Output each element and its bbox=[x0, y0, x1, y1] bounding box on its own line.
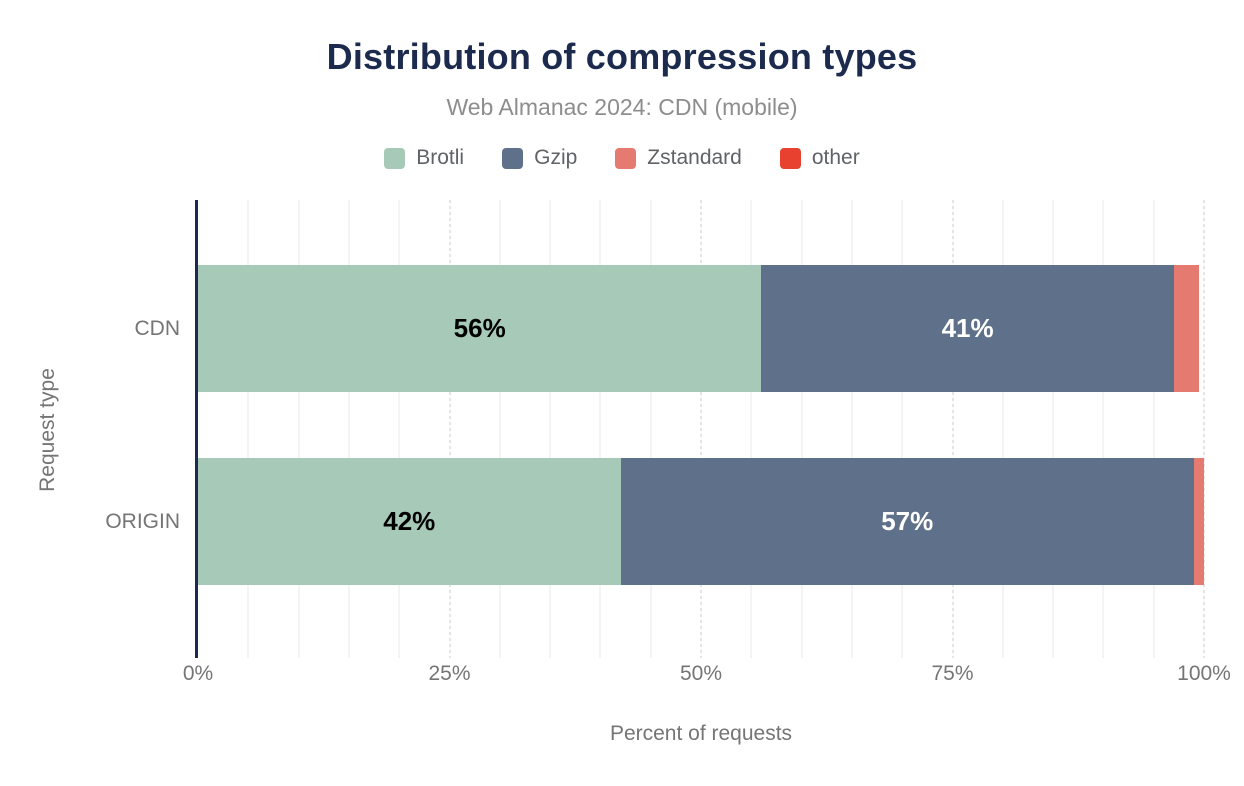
x-tick-0: 0% bbox=[182, 662, 214, 685]
grid-line-55 bbox=[750, 200, 753, 658]
legend-label-other: other bbox=[811, 146, 860, 169]
legend-label-brotli: Brotli bbox=[416, 146, 465, 169]
grid-line-100 bbox=[1203, 200, 1205, 658]
gridlines bbox=[198, 200, 1205, 658]
grid-line-20 bbox=[398, 200, 401, 658]
y-axis-line bbox=[195, 200, 198, 658]
x-tick-75: 75% bbox=[931, 662, 974, 685]
grid-line-60 bbox=[800, 200, 803, 658]
category-label-origin: ORIGIN bbox=[105, 509, 180, 533]
chart-title: Distribution of compression types bbox=[326, 36, 918, 77]
bar-segment-origin-brotli[interactable]: 42% bbox=[198, 458, 621, 585]
bar-row-cdn: 56% 41% bbox=[198, 265, 1204, 392]
grid-line-35 bbox=[549, 200, 552, 658]
legend-item-other: other bbox=[779, 146, 860, 170]
legend-swatch-zstandard bbox=[615, 147, 637, 169]
x-tick-100: 100% bbox=[1177, 662, 1231, 685]
grid-line-50 bbox=[700, 200, 702, 658]
bar-row-origin: 42% 57% bbox=[198, 458, 1204, 585]
legend-swatch-brotli bbox=[384, 147, 406, 169]
legend-item-zstandard: Zstandard bbox=[615, 146, 742, 170]
y-axis-title: Request type bbox=[36, 368, 59, 492]
grid-line-45 bbox=[649, 200, 652, 658]
legend-item-brotli: Brotli bbox=[384, 146, 464, 170]
legend-swatch-gzip bbox=[502, 147, 524, 169]
bar-segment-origin-gzip[interactable]: 57% bbox=[620, 458, 1194, 585]
grid-line-90 bbox=[1102, 200, 1105, 658]
grid-line-5 bbox=[247, 200, 250, 658]
legend-label-gzip: Gzip bbox=[534, 146, 578, 169]
grid-line-40 bbox=[599, 200, 602, 658]
legend-item-gzip: Gzip bbox=[502, 146, 577, 170]
x-axis-title: Percent of requests bbox=[609, 722, 793, 745]
value-label-origin-brotli: 42% bbox=[383, 506, 436, 536]
grid-line-10 bbox=[297, 200, 300, 658]
category-label-cdn: CDN bbox=[134, 316, 181, 340]
value-label-cdn-brotli: 56% bbox=[453, 313, 506, 343]
value-label-cdn-gzip: 41% bbox=[941, 313, 994, 343]
grid-line-85 bbox=[1052, 200, 1055, 658]
bar-segment-cdn-brotli[interactable]: 56% bbox=[198, 265, 762, 392]
chart-subtitle: Web Almanac 2024: CDN (mobile) bbox=[446, 94, 798, 120]
grid-line-80 bbox=[1001, 200, 1004, 658]
x-tick-25: 25% bbox=[428, 662, 471, 685]
grid-line-30 bbox=[498, 200, 501, 658]
grid-line-95 bbox=[1152, 200, 1155, 658]
legend-swatch-other bbox=[779, 147, 801, 169]
grid-line-15 bbox=[347, 200, 350, 658]
legend: Brotli Gzip Zstandard other bbox=[0, 146, 1244, 170]
plot-area: 56% 41% 42% 57% bbox=[195, 200, 1205, 658]
bar-segment-origin-zstandard[interactable] bbox=[1193, 458, 1204, 585]
grid-line-70 bbox=[901, 200, 904, 658]
bar-segment-cdn-zstandard[interactable] bbox=[1173, 265, 1199, 392]
grid-line-25 bbox=[448, 200, 451, 658]
grid-line-65 bbox=[850, 200, 853, 658]
value-label-origin-gzip: 57% bbox=[881, 506, 934, 536]
grid-line-75 bbox=[951, 200, 954, 658]
x-tick-50: 50% bbox=[679, 662, 723, 685]
bar-segment-cdn-gzip[interactable]: 41% bbox=[761, 265, 1174, 392]
legend-label-zstandard: Zstandard bbox=[647, 146, 742, 169]
